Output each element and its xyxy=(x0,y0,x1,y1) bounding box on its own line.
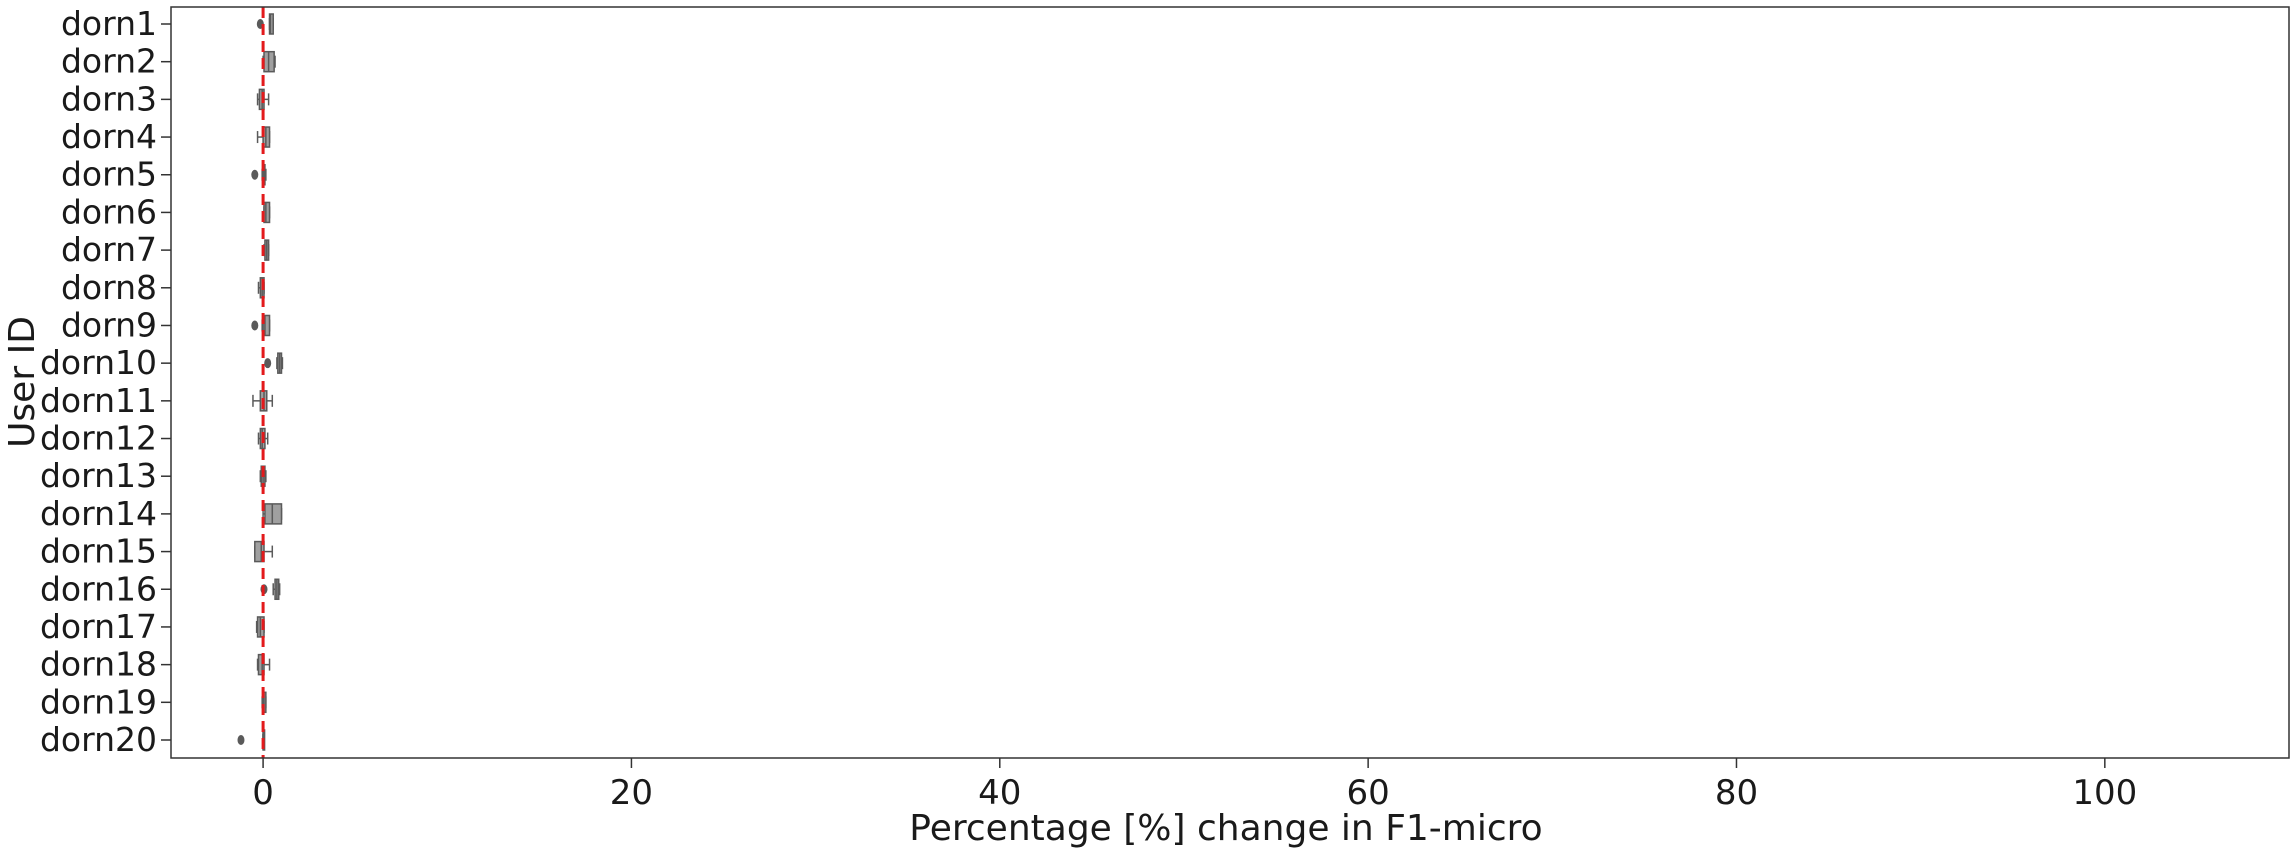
x-tick-label: 80 xyxy=(1715,773,1758,813)
box-dorn4 xyxy=(256,126,271,148)
y-tick-label: dorn4 xyxy=(61,117,157,156)
y-tick-label: dorn14 xyxy=(40,494,157,533)
y-tick-label: dorn15 xyxy=(40,532,157,571)
y-tick-label: dorn9 xyxy=(61,305,157,344)
y-tick-label: dorn3 xyxy=(61,79,157,118)
box-dorn9 xyxy=(251,314,271,337)
y-axis: dorn1dorn2dorn3dorn4dorn5dorn6dorn7dorn8… xyxy=(40,4,171,759)
box-iqr xyxy=(268,13,274,35)
box-dorn7 xyxy=(263,239,270,261)
y-tick-label: dorn2 xyxy=(61,42,157,81)
y-tick-label: dorn13 xyxy=(40,456,157,495)
x-tick-label: 20 xyxy=(610,773,653,813)
y-tick-label: dorn19 xyxy=(40,682,157,721)
box-iqr xyxy=(262,314,271,337)
y-tick-label: dorn1 xyxy=(61,4,157,43)
x-tick-label: 40 xyxy=(978,773,1021,813)
y-tick-label: dorn20 xyxy=(40,720,157,759)
y-tick-label: dorn16 xyxy=(40,569,157,608)
y-axis-title: User ID xyxy=(2,316,43,448)
box-dorn2 xyxy=(262,50,276,73)
outlier-point xyxy=(251,169,259,180)
box-dorn18 xyxy=(256,653,271,676)
plot-area xyxy=(237,7,284,758)
x-axis: 0 20 40 60 80 100 xyxy=(252,758,2137,813)
box-dorn6 xyxy=(263,201,271,224)
box-dorn10 xyxy=(264,352,284,374)
y-tick-label: dorn10 xyxy=(40,343,157,382)
box-iqr xyxy=(263,201,271,224)
x-tick-label: 60 xyxy=(1346,773,1389,813)
box-dorn20 xyxy=(237,729,266,751)
box-dorn1 xyxy=(256,13,274,35)
y-tick-label: dorn7 xyxy=(61,230,157,269)
x-tick-label: 0 xyxy=(252,773,274,813)
box-iqr xyxy=(257,653,265,676)
y-tick-label: dorn18 xyxy=(40,645,157,684)
y-tick-label: dorn6 xyxy=(61,192,157,231)
y-tick-label: dorn8 xyxy=(61,268,157,307)
outlier-point xyxy=(264,358,272,369)
box-dorn14 xyxy=(262,503,283,525)
y-tick-label: dorn12 xyxy=(40,419,157,458)
outlier-point xyxy=(237,735,245,745)
y-tick-label: dorn5 xyxy=(61,155,157,194)
plot-frame xyxy=(170,6,2290,759)
x-axis-title: Percentage [%] change in F1-micro xyxy=(909,808,1542,849)
y-tick-label: dorn17 xyxy=(40,607,157,646)
outlier-point xyxy=(251,320,259,331)
x-tick-label: 100 xyxy=(2072,773,2137,813)
box-iqr xyxy=(264,503,283,525)
y-tick-label: dorn11 xyxy=(40,381,157,420)
